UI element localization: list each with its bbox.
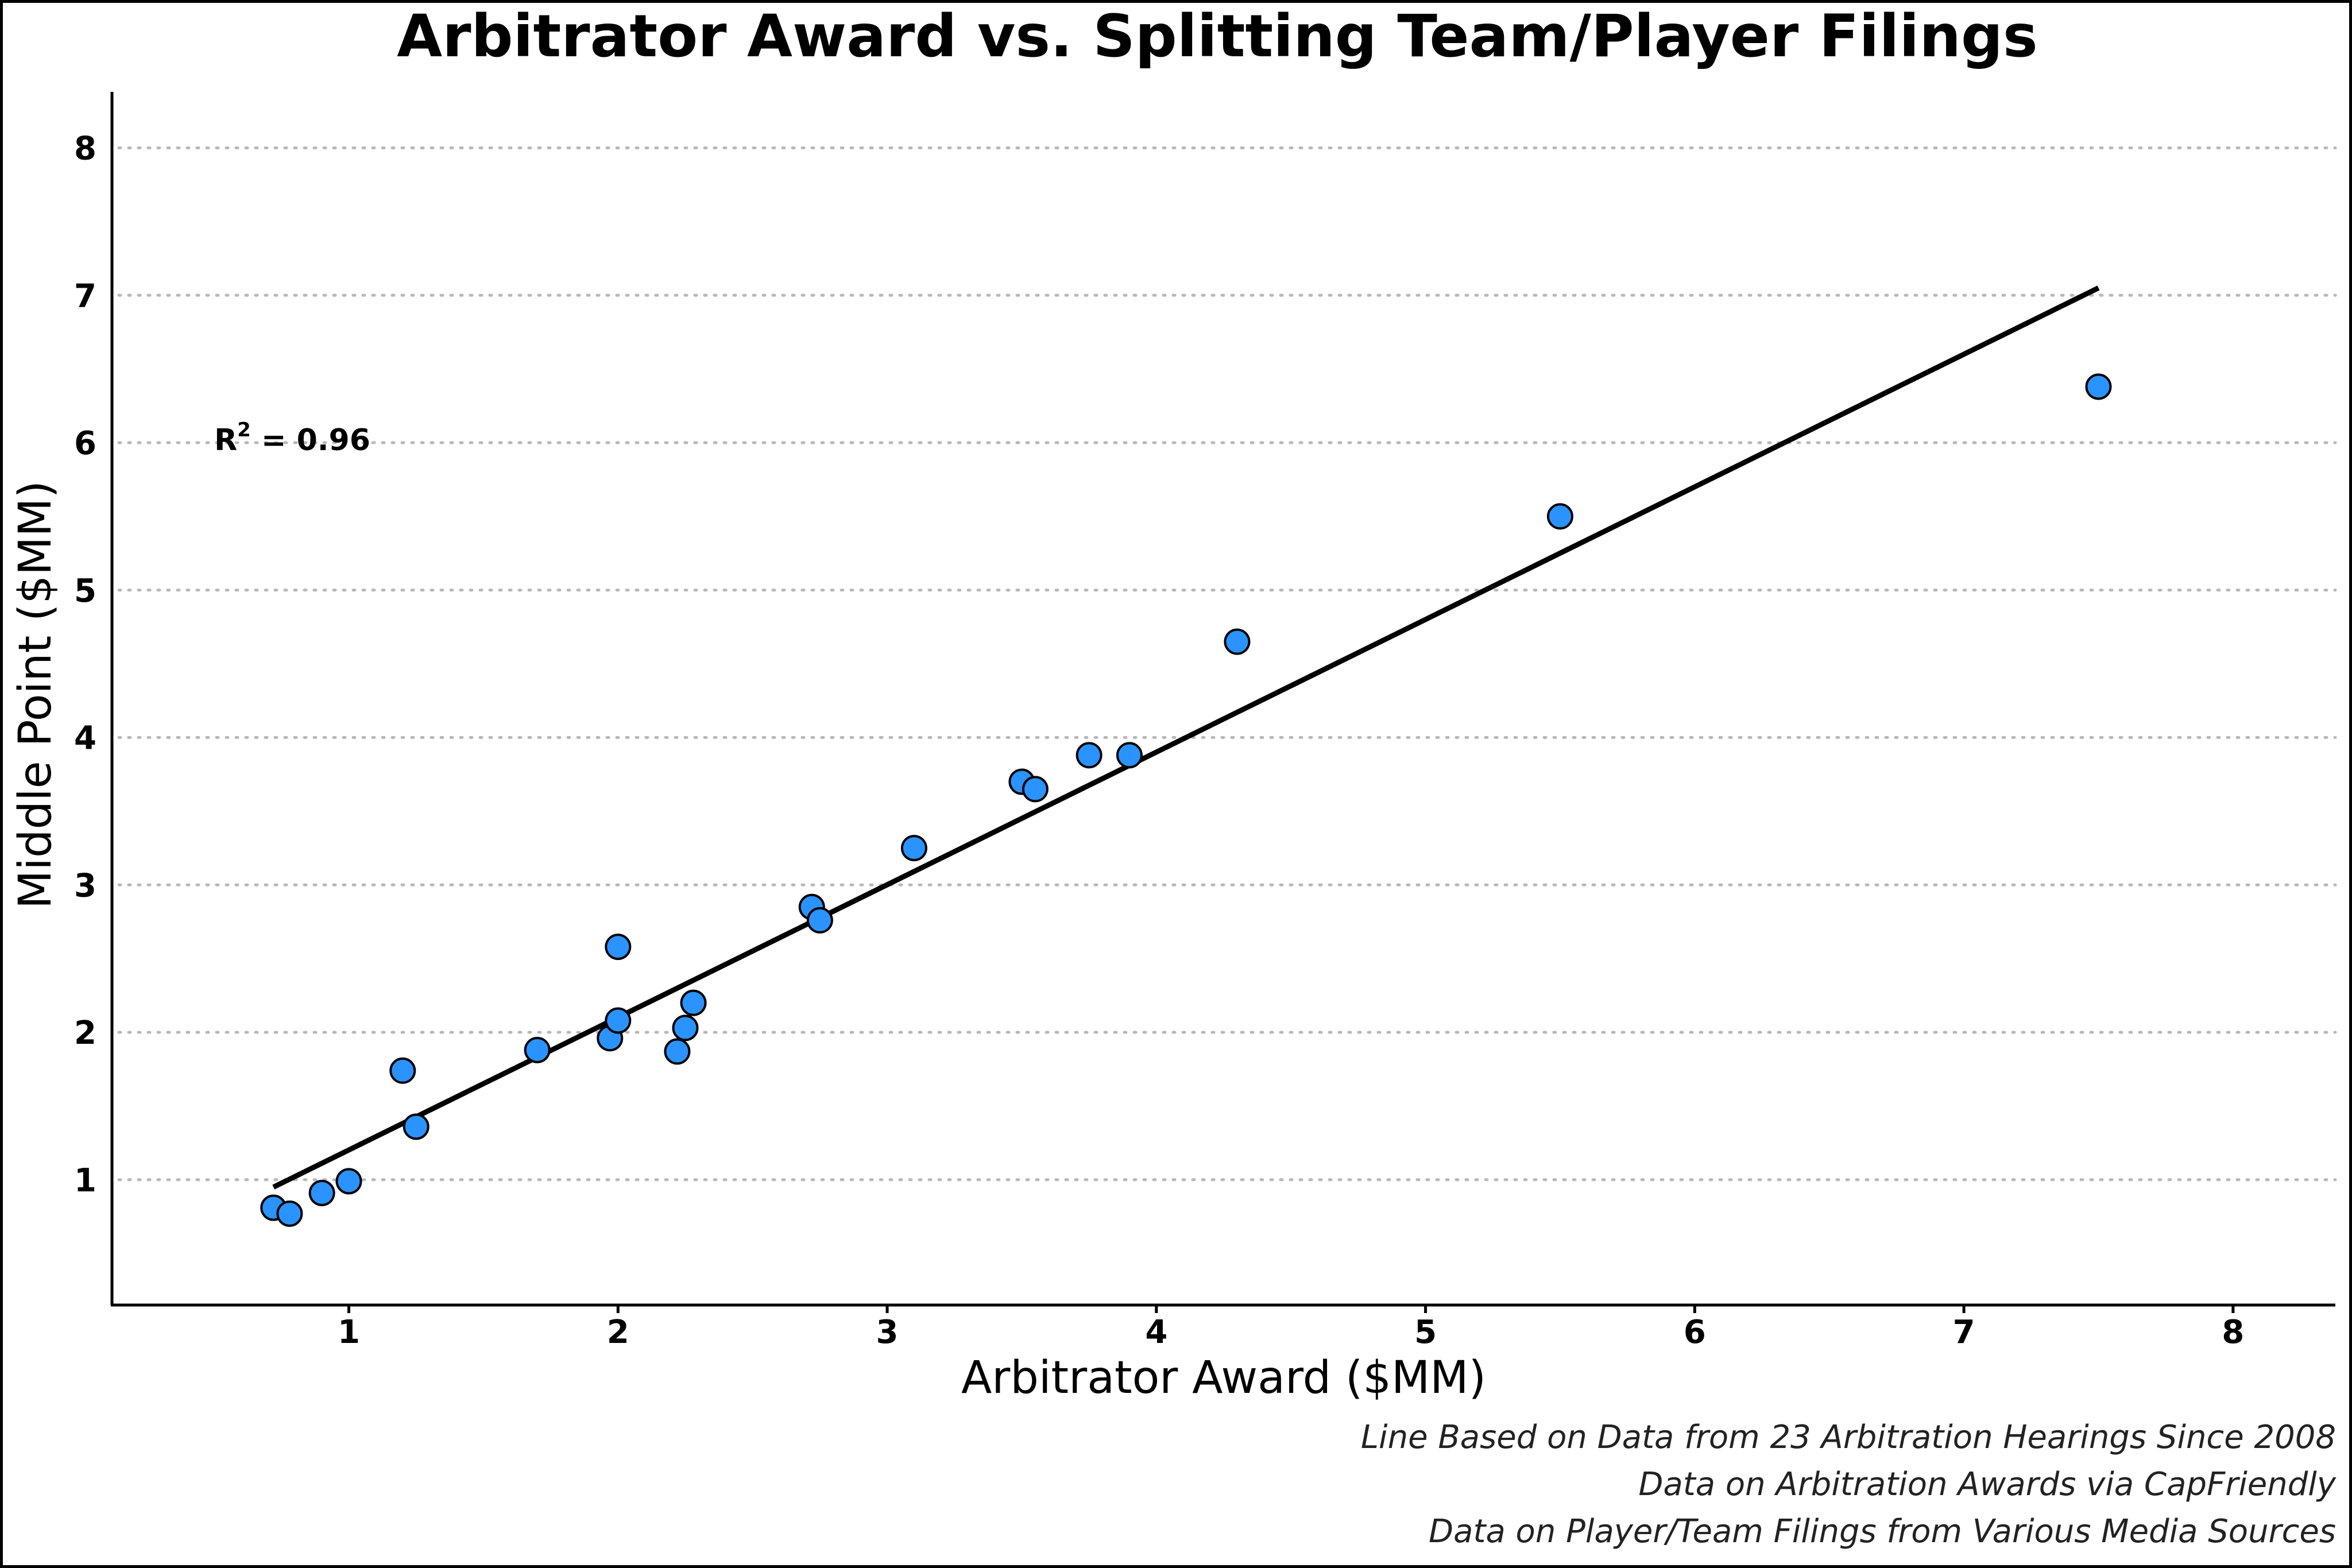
chart-title: Arbitrator Award vs. Splitting Team/Play… bbox=[397, 2, 2037, 71]
data-point bbox=[308, 1179, 335, 1206]
data-point bbox=[1022, 776, 1049, 803]
x-axis-title: Arbitrator Award ($MM) bbox=[961, 1352, 1486, 1404]
gridlines bbox=[117, 146, 2337, 1182]
y-tick-label: 1 bbox=[74, 1162, 96, 1199]
y-tick-label: 5 bbox=[74, 572, 96, 610]
y-axis-title: Middle Point ($MM) bbox=[10, 481, 61, 909]
x-tick-label: 2 bbox=[607, 1314, 629, 1351]
x-tick-label: 4 bbox=[1145, 1314, 1167, 1351]
y-tick-label: 4 bbox=[74, 720, 96, 757]
r-squared-value: = 0.96 bbox=[251, 423, 370, 458]
regression-line bbox=[272, 285, 2100, 1190]
data-point bbox=[664, 1038, 691, 1065]
y-tick-label: 2 bbox=[74, 1015, 96, 1052]
caption-line-3: Data on Player/Team Filings from Various… bbox=[1429, 1513, 2336, 1550]
y-tick-label: 3 bbox=[74, 867, 96, 904]
data-point bbox=[1224, 628, 1251, 655]
data-point bbox=[1116, 742, 1143, 769]
data-point bbox=[403, 1113, 430, 1140]
x-tick-labels: 1 2 3 4 5 6 7 8 bbox=[338, 1305, 2244, 1351]
data-point bbox=[900, 835, 927, 862]
r-squared-superscript: 2 bbox=[237, 419, 251, 442]
data-point bbox=[335, 1168, 362, 1195]
x-tick-label: 5 bbox=[1414, 1314, 1437, 1351]
x-tick-label: 8 bbox=[2222, 1314, 2244, 1351]
data-point bbox=[2085, 373, 2112, 400]
x-tick-label: 1 bbox=[338, 1314, 360, 1351]
data-point bbox=[680, 989, 707, 1016]
y-tick-label: 7 bbox=[74, 277, 96, 315]
y-tick-label: 6 bbox=[74, 425, 96, 462]
x-tick-label: 7 bbox=[1953, 1314, 1975, 1351]
data-point bbox=[276, 1200, 303, 1227]
x-tick-label: 3 bbox=[876, 1314, 899, 1351]
caption-line-2: Data on Arbitration Awards via CapFriend… bbox=[1638, 1466, 2336, 1503]
y-tick-labels: 1 2 3 4 5 6 7 8 bbox=[74, 130, 96, 1199]
caption-line-1: Line Based on Data from 23 Arbitration H… bbox=[1361, 1419, 2336, 1456]
data-point bbox=[806, 907, 833, 934]
data-point bbox=[605, 1007, 632, 1034]
data-point bbox=[1076, 742, 1102, 769]
r-squared-label: R bbox=[214, 423, 237, 458]
fit-line-layer bbox=[272, 285, 2100, 1190]
data-point bbox=[389, 1057, 416, 1084]
r-squared-annotation: R2 = 0.96 bbox=[214, 419, 370, 458]
data-point bbox=[605, 934, 632, 961]
data-point bbox=[1546, 503, 1573, 530]
data-point bbox=[524, 1036, 551, 1063]
data-points bbox=[260, 373, 2112, 1227]
y-tick-label: 8 bbox=[74, 130, 96, 168]
x-tick-label: 6 bbox=[1684, 1314, 1706, 1351]
data-point bbox=[672, 1015, 699, 1042]
